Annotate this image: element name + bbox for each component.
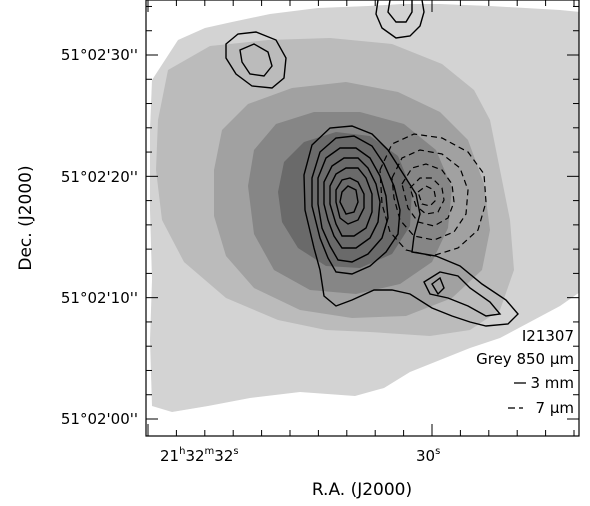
3mm-contour-6 — [335, 177, 365, 225]
7um-contour-3 — [401, 163, 455, 227]
x-tick-minutes: 32 — [185, 447, 204, 465]
3mm-contour-11 — [239, 43, 273, 77]
x-tick-seconds-unit: s — [435, 446, 440, 457]
legend-7um-label: 7 μm — [536, 399, 574, 417]
3mm-contour-8 — [423, 271, 502, 317]
y-axis-label: Dec. (J2000) — [16, 165, 36, 270]
x-tick-hours: 21 — [160, 447, 179, 465]
7um-contour-2 — [391, 149, 469, 241]
x-tick-seconds: 30 — [416, 447, 435, 465]
grey-level-5 — [278, 132, 412, 268]
3mm-contour-2 — [311, 135, 401, 275]
x-tick-minutes-unit: m — [205, 446, 215, 457]
source-label: I21307 — [522, 327, 574, 345]
legend-7um: 7 μm — [508, 399, 574, 417]
x-tick-label-ra-32s: 21h32m32s — [160, 446, 239, 465]
3mm-contour-4 — [323, 157, 381, 249]
y-tick-label: 51°02'10'' — [61, 289, 138, 307]
legend-3mm-label: 3 mm — [530, 374, 574, 392]
3mm-contour-5 — [329, 167, 373, 237]
7um-contour-1 — [379, 133, 487, 257]
plot-frame — [145, 0, 580, 437]
axis-ticks — [146, 0, 579, 436]
y-tick-label: 51°02'30'' — [61, 46, 138, 64]
legend-850um: Grey 850 μm — [476, 350, 574, 368]
y-tick-label: 51°02'20'' — [61, 168, 138, 186]
7um-contour-5 — [417, 185, 437, 207]
x-tick-seconds: 32 — [214, 447, 233, 465]
y-tick-label: 51°02'00'' — [61, 410, 138, 428]
3mm-contour-7 — [339, 185, 359, 215]
3mm-contour-10 — [225, 31, 287, 89]
plot-axes — [145, 0, 580, 437]
3mm-contour-13 — [387, 0, 413, 23]
x-tick-label-ra-30s: 30s — [416, 446, 440, 465]
3mm-solid-contours — [225, 0, 519, 327]
grey-850um-contours — [150, 4, 579, 412]
legend-3mm: 3 mm — [514, 374, 574, 392]
3mm-contour-3 — [317, 147, 389, 263]
3mm-contour-12 — [375, 0, 425, 39]
x-axis-label: R.A. (J2000) — [312, 480, 412, 500]
3mm-contour-9 — [431, 276, 445, 296]
x-tick-seconds-unit: s — [233, 446, 238, 457]
7um-contour-4 — [409, 177, 445, 215]
7um-dashed-contours — [379, 133, 487, 257]
x-tick-hours-unit: h — [179, 446, 185, 457]
3mm-contour-1 — [303, 125, 519, 327]
